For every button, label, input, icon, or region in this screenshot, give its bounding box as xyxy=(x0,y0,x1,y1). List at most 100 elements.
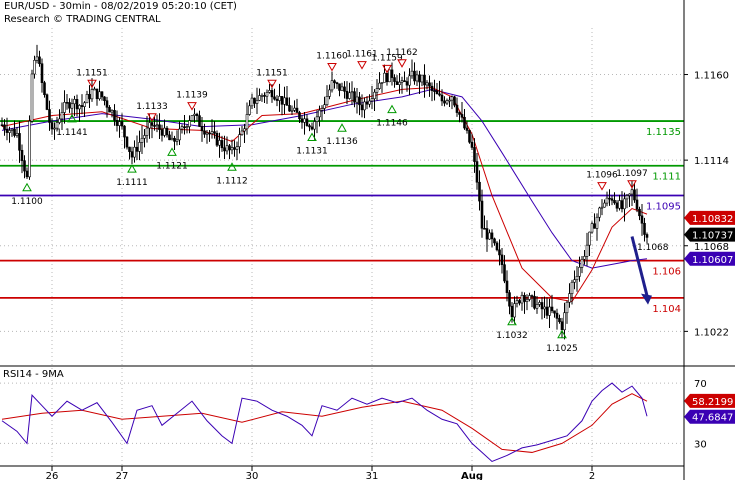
candle-body xyxy=(438,93,441,96)
candle-body xyxy=(508,292,511,307)
swing-high-marker xyxy=(147,113,157,122)
candle-body xyxy=(383,72,386,83)
swing-label: 1.1032 xyxy=(496,331,528,341)
candle-body xyxy=(633,189,636,201)
candle-body xyxy=(430,85,434,91)
candle-body xyxy=(160,129,164,136)
time-tick-label: Aug xyxy=(461,471,483,480)
swing-low-marker xyxy=(557,329,567,339)
candle-body xyxy=(220,140,224,149)
candle-body xyxy=(173,137,176,142)
candle-body xyxy=(270,90,274,98)
candle-body xyxy=(78,105,81,110)
candle-body xyxy=(378,82,381,89)
candle-body xyxy=(40,63,44,83)
time-tick-label: 26 xyxy=(46,471,59,480)
candle-body xyxy=(53,127,56,130)
candle-body xyxy=(640,215,644,224)
swing-low-marker xyxy=(67,113,77,123)
candle-body xyxy=(568,293,571,303)
candle-body xyxy=(478,181,481,202)
candle-body xyxy=(245,114,249,130)
source-label: Research © TRADING CENTRAL xyxy=(4,14,161,25)
candle-body xyxy=(260,95,264,97)
candle-body xyxy=(493,238,496,244)
candle-body xyxy=(525,299,529,302)
candle-body xyxy=(318,109,321,118)
candle-body xyxy=(5,128,9,133)
swing-low-marker xyxy=(227,162,237,171)
swing-label: 1.1151 xyxy=(76,68,108,78)
candle-body xyxy=(440,94,444,102)
candle-body xyxy=(380,82,384,84)
candle-body xyxy=(310,126,314,130)
swing-high-marker xyxy=(87,79,97,89)
rsi-panel-title: RSI14 - 9MA xyxy=(3,369,64,380)
candle-body xyxy=(370,98,374,102)
candle-body xyxy=(268,90,271,93)
candle-body xyxy=(218,140,221,146)
candle-body xyxy=(335,82,339,85)
candle-body xyxy=(553,310,556,314)
candle-body xyxy=(95,88,99,100)
candle-body xyxy=(500,254,504,265)
price-tag-box xyxy=(684,210,735,225)
candle-body xyxy=(8,130,11,133)
rsi-ma-line xyxy=(1,393,648,453)
swing-low-marker xyxy=(22,182,32,192)
candle-body xyxy=(313,121,316,130)
candle-body xyxy=(63,102,66,113)
candle-body xyxy=(75,99,79,110)
candle-body xyxy=(83,102,86,107)
ma-red-line xyxy=(1,87,648,303)
candle-body xyxy=(455,104,459,113)
swing-high-marker xyxy=(187,102,197,111)
candle-body xyxy=(450,96,454,101)
candle-body xyxy=(538,302,541,305)
candle-body xyxy=(13,128,16,136)
rsi-tick-label: 70 xyxy=(694,379,707,390)
candle-body xyxy=(280,96,284,105)
candle-body xyxy=(588,231,591,246)
candle-body xyxy=(610,198,614,201)
candle-body xyxy=(643,222,646,235)
level-label: 1.104 xyxy=(652,304,681,315)
candle-body xyxy=(645,234,649,238)
candle-body xyxy=(253,97,256,104)
candle-body xyxy=(343,86,346,92)
candle-body xyxy=(258,95,261,101)
swing-high-marker xyxy=(267,79,277,89)
swing-low-marker xyxy=(507,316,517,326)
swing-label: 1.1111 xyxy=(116,178,148,188)
candle-body xyxy=(175,139,179,142)
candle-body xyxy=(435,90,439,95)
candle-body xyxy=(233,147,236,150)
candle-body xyxy=(618,200,621,209)
time-tick-label: 2 xyxy=(589,471,595,480)
candle-body xyxy=(608,197,611,200)
forecast-arrow-shaft xyxy=(630,236,649,296)
candle-body xyxy=(555,312,559,319)
candle-body xyxy=(133,146,136,158)
candle-body xyxy=(548,306,551,316)
candle-body xyxy=(513,303,516,318)
candle-body xyxy=(275,98,279,101)
candle-body xyxy=(243,128,246,132)
forecast-arrow-head xyxy=(641,293,652,305)
candle-body xyxy=(293,107,296,111)
candle-body xyxy=(635,199,639,210)
price-tick-label: 1.1068 xyxy=(694,242,729,253)
candle-body xyxy=(0,124,4,127)
candle-body xyxy=(228,145,231,151)
candle-body xyxy=(638,208,641,217)
candle-body xyxy=(605,197,609,204)
candle-body xyxy=(520,294,524,304)
swing-label: 1.1141 xyxy=(56,128,88,138)
candle-body xyxy=(510,305,514,318)
candle-body xyxy=(625,195,629,200)
candle-body xyxy=(288,105,291,112)
candle-body xyxy=(308,125,311,128)
candle-body xyxy=(365,101,369,105)
candle-body xyxy=(108,107,111,113)
candle-body xyxy=(503,264,506,282)
